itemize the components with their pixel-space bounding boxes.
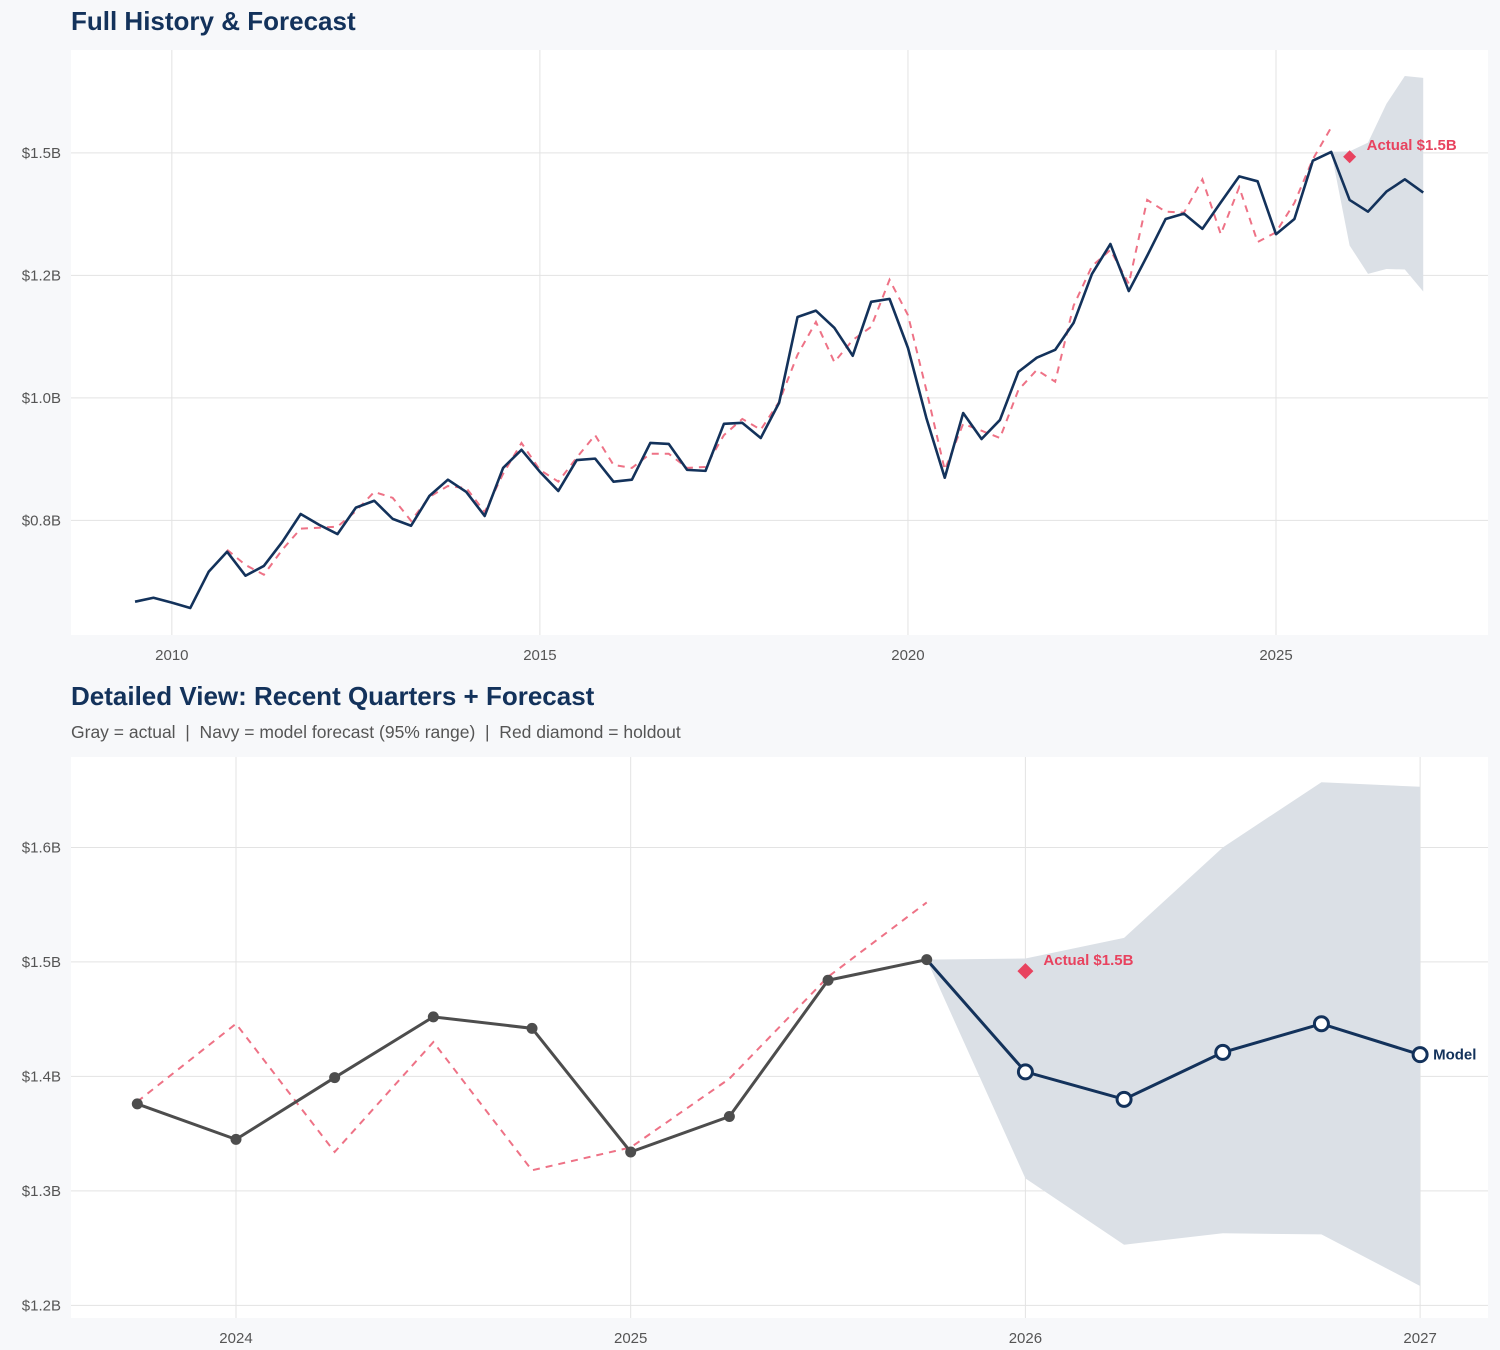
top-holdout-diamond xyxy=(1343,150,1357,164)
bottom-actual-point xyxy=(230,1133,242,1145)
top-chart: $0.8B $1.0B $1.2B $1.5B 2010 2015 2020 2025 Actu… xyxy=(22,50,1488,664)
top-x-tick-label: 2020 xyxy=(891,647,924,664)
bottom-y-tick-label: $1.3B xyxy=(22,1183,61,1200)
bottom-actual-point xyxy=(329,1072,341,1084)
bottom-forecast-point xyxy=(1115,1090,1133,1108)
bottom-actual-point xyxy=(131,1098,143,1110)
bottom-chart-subtitle: Gray = actual | Navy = model forecast (9… xyxy=(71,722,681,742)
bottom-y-tick-label: $1.2B xyxy=(22,1297,61,1314)
top-y-tick-label: $1.2B xyxy=(22,267,61,284)
top-forecast-band xyxy=(1331,75,1424,292)
bottom-chart: $1.2B $1.3B $1.4B $1.5B $1.6B 2024 2025 2026 202… xyxy=(22,757,1488,1347)
top-x-tick-label: 2025 xyxy=(1259,647,1292,664)
bottom-forecast-point xyxy=(1214,1043,1232,1061)
bottom-x-tick-label: 2024 xyxy=(219,1330,252,1347)
bottom-holdout-label: Actual $1.5B xyxy=(1043,952,1133,969)
bottom-actual-point xyxy=(625,1146,637,1158)
bottom-x-tick-label: 2027 xyxy=(1403,1330,1436,1347)
top-plot-area xyxy=(71,50,1488,635)
top-y-tick-label: $1.5B xyxy=(22,145,61,162)
top-history-forecast-line xyxy=(134,150,1424,610)
bottom-model-label: Model xyxy=(1433,1047,1476,1064)
top-x-tick-label: 2010 xyxy=(155,647,188,664)
bottom-forecast-line xyxy=(925,958,1421,1101)
top-holdout-label: Actual $1.5B xyxy=(1367,137,1457,154)
bottom-holdout-diamond xyxy=(1017,963,1034,980)
bottom-actual-point xyxy=(822,974,834,986)
bottom-actual-point xyxy=(526,1022,538,1034)
bottom-chart-title: Detailed View: Recent Quarters + Forecas… xyxy=(71,681,595,711)
bottom-y-tick-label: $1.6B xyxy=(22,839,61,856)
bottom-fitted-line xyxy=(136,901,928,1172)
top-x-tick-label: 2015 xyxy=(523,647,556,664)
top-chart-title: Full History & Forecast xyxy=(71,6,356,36)
bottom-y-tick-label: $1.4B xyxy=(22,1068,61,1085)
bottom-actual-point xyxy=(921,954,933,966)
top-y-tick-label: $1.0B xyxy=(22,390,61,407)
bottom-forecast-band xyxy=(926,782,1421,1286)
bottom-x-tick-label: 2025 xyxy=(614,1330,647,1347)
bottom-forecast-point xyxy=(1016,1063,1034,1081)
bottom-actual-point xyxy=(723,1110,735,1122)
bottom-forecast-point xyxy=(1312,1015,1330,1033)
bottom-y-tick-label: $1.5B xyxy=(22,954,61,971)
bottom-x-tick-label: 2026 xyxy=(1009,1330,1042,1347)
bottom-forecast-point xyxy=(1411,1046,1429,1064)
bottom-actual-point xyxy=(427,1011,439,1023)
top-y-tick-label: $0.8B xyxy=(22,512,61,529)
